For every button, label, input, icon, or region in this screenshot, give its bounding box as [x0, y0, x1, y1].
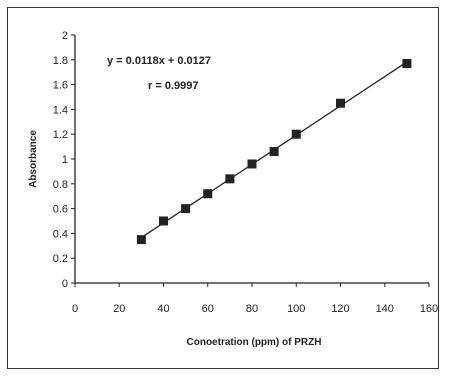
x-axis-title: Conoetration (ppm) of PRZH	[187, 337, 322, 348]
data-point	[181, 204, 191, 214]
r-value-annotation: r = 0.9997	[148, 80, 198, 92]
x-tick-label: 80	[246, 303, 258, 315]
data-point	[291, 129, 301, 139]
y-tick-label: 1.6	[53, 80, 68, 92]
x-tick-label: 120	[331, 303, 349, 315]
x-tick-label: 160	[420, 303, 438, 315]
data-point	[247, 159, 257, 169]
ticks: 00.20.40.60.811.21.41.61.820 20 40 60 80 100 1…	[53, 30, 438, 315]
y-tick-label: 0.4	[53, 228, 68, 240]
equation-annotation: y = 0.0118x + 0.0127	[107, 55, 211, 67]
x-tick-label: 0	[72, 303, 78, 315]
data-point	[336, 98, 345, 108]
y-tick-label: 2	[62, 30, 68, 42]
axes	[74, 35, 429, 284]
data-point	[402, 59, 412, 69]
data-point	[203, 189, 213, 199]
y-tick-label: 0.6	[53, 204, 68, 216]
y-tick-label: 1.4	[53, 104, 68, 116]
x-tick-label: 40	[157, 303, 169, 315]
data-point	[225, 174, 235, 184]
chart-frame	[7, 7, 439, 369]
x-tick-label: 60	[202, 303, 214, 315]
y-tick-label: 0	[62, 278, 68, 290]
y-axis-title: Absorbance	[28, 130, 39, 188]
x-tick-label: 20	[113, 303, 125, 315]
y-tick-label: 0.2	[53, 253, 68, 265]
data-point	[159, 216, 168, 226]
data-point	[136, 235, 146, 245]
y-tick-label: 1.2	[53, 129, 68, 141]
y-tick-label: 0.8	[53, 179, 68, 191]
x-tick-label: 140	[376, 303, 394, 315]
data-point	[269, 147, 279, 157]
x-tick-label: 100	[287, 303, 305, 315]
y-tick-label: 1	[62, 154, 68, 166]
y-tick-label: 1.8	[53, 55, 68, 67]
data-points	[136, 59, 412, 245]
